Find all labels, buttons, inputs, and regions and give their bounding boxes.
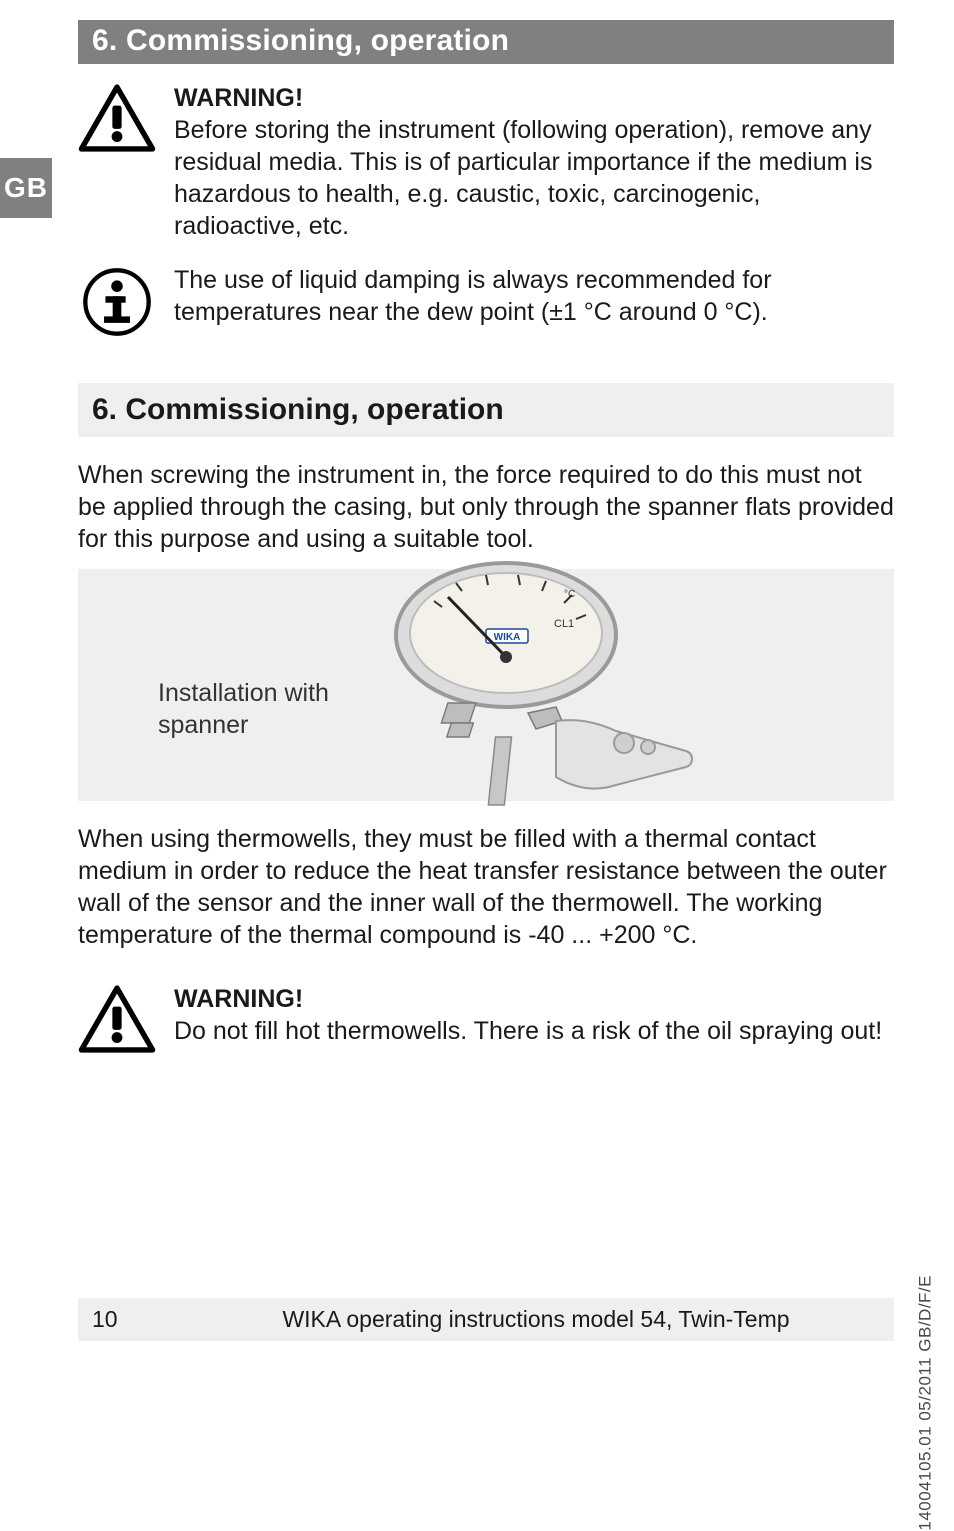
- figure-installation: Installation with spanner °C: [78, 569, 894, 801]
- warning-heading: WARNING!: [174, 983, 894, 1015]
- figure-caption-line2: spanner: [158, 709, 329, 741]
- language-tab: GB: [0, 158, 52, 218]
- warning-icon: [78, 84, 156, 157]
- paragraph-1: When screwing the instrument in, the for…: [78, 459, 894, 555]
- warning-icon: [78, 985, 156, 1058]
- warning-body: Do not fill hot thermowells. There is a …: [174, 1015, 894, 1047]
- side-document-code: 14004105.01 05/2011 GB/D/F/E: [916, 1275, 936, 1531]
- info-icon: [81, 266, 153, 343]
- warning-heading: WARNING!: [174, 82, 894, 114]
- gauge-brand-label: WIKA: [494, 632, 521, 643]
- top-banner-title: 6. Commissioning, operation: [92, 24, 509, 57]
- page-number: 10: [92, 1306, 152, 1333]
- info-block-1: The use of liquid damping is always reco…: [78, 264, 894, 343]
- footer-text: WIKA operating instructions model 54, Tw…: [152, 1306, 880, 1333]
- warning-body: Before storing the instrument (following…: [174, 114, 894, 242]
- warning-block-1: WARNING! Before storing the instrument (…: [78, 82, 894, 242]
- top-banner: 6. Commissioning, operation: [78, 20, 894, 64]
- figure-caption: Installation with spanner: [158, 677, 329, 741]
- section-heading: 6. Commissioning, operation: [78, 383, 894, 437]
- language-tab-label: GB: [4, 172, 48, 204]
- gauge-illustration: °C WIKA CL1: [386, 561, 696, 814]
- paragraph-2: When using thermowells, they must be fil…: [78, 823, 894, 951]
- svg-text:°C: °C: [564, 589, 575, 600]
- gauge-class-label: CL1: [554, 618, 574, 630]
- info-body: The use of liquid damping is always reco…: [174, 264, 894, 328]
- page-footer: 10 WIKA operating instructions model 54,…: [78, 1298, 894, 1341]
- warning-block-2: WARNING! Do not fill hot thermowells. Th…: [78, 983, 894, 1058]
- section-heading-text: 6. Commissioning, operation: [92, 393, 504, 426]
- figure-caption-line1: Installation with: [158, 677, 329, 709]
